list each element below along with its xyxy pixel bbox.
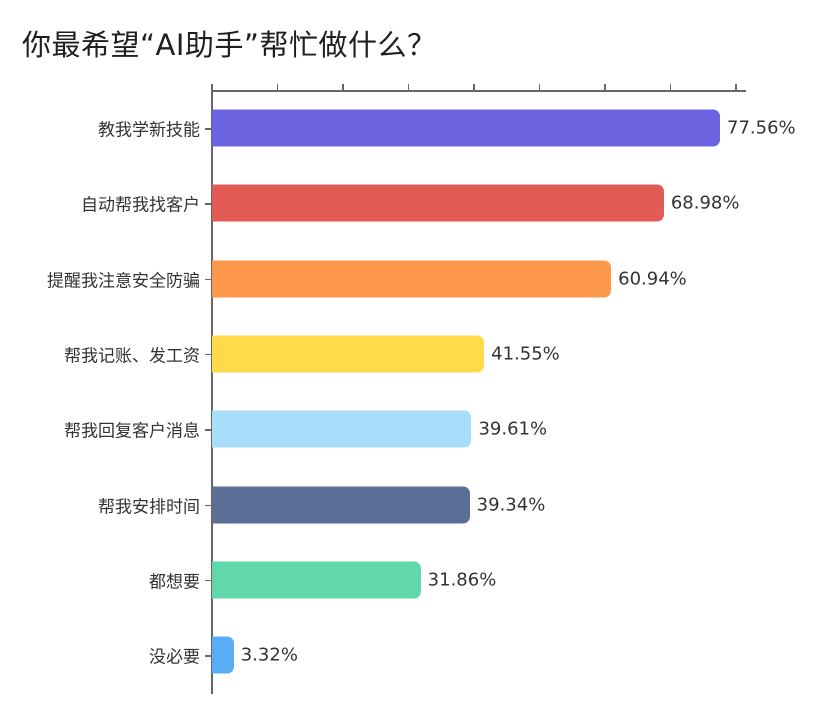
- category-label: 自动帮我找客户: [81, 195, 200, 216]
- bar: [212, 561, 421, 599]
- x-tick: [473, 84, 475, 91]
- y-tick: [205, 429, 212, 431]
- bar: [212, 410, 472, 448]
- y-tick: [205, 353, 212, 356]
- chart-title: 你最希望“AI助手”帮忙做什么？: [22, 28, 437, 62]
- value-label: 39.34%: [476, 494, 546, 515]
- x-tick: [538, 84, 540, 91]
- value-label: 60.94%: [618, 268, 687, 290]
- x-tick: [604, 84, 606, 91]
- bar: [212, 636, 234, 674]
- value-label: 39.61%: [478, 418, 548, 440]
- x-tick: [211, 84, 213, 91]
- bar: [212, 335, 485, 373]
- category-label: 没必要: [149, 647, 200, 668]
- bar: [212, 184, 664, 222]
- y-tick: [205, 278, 212, 281]
- bar: [212, 260, 612, 298]
- y-tick: [205, 504, 212, 506]
- value-label: 31.86%: [427, 569, 497, 591]
- x-tick: [669, 84, 671, 91]
- value-label: 68.98%: [670, 192, 740, 214]
- bar: [212, 486, 470, 523]
- y-tick: [205, 579, 212, 582]
- category-label: 教我学新技能: [98, 120, 200, 141]
- x-tick: [407, 84, 409, 91]
- category-label: 帮我回复客户消息: [64, 421, 200, 442]
- category-label: 帮我记账、发工资: [64, 346, 200, 367]
- y-tick: [205, 128, 212, 130]
- category-label: 帮我安排时间: [98, 497, 200, 517]
- x-tick: [735, 84, 737, 91]
- value-label: 77.56%: [727, 117, 796, 139]
- y-tick: [205, 655, 212, 657]
- value-label: 41.55%: [491, 343, 560, 365]
- x-tick: [342, 84, 344, 91]
- bar: [212, 109, 721, 147]
- y-tick: [205, 203, 212, 205]
- category-label: 都想要: [149, 572, 200, 593]
- y-axis-line: [211, 84, 213, 694]
- x-tick: [276, 84, 278, 91]
- x-axis-line: [211, 90, 746, 92]
- category-label: 提醒我注意安全防骗: [47, 271, 200, 292]
- value-label: 3.32%: [240, 644, 298, 666]
